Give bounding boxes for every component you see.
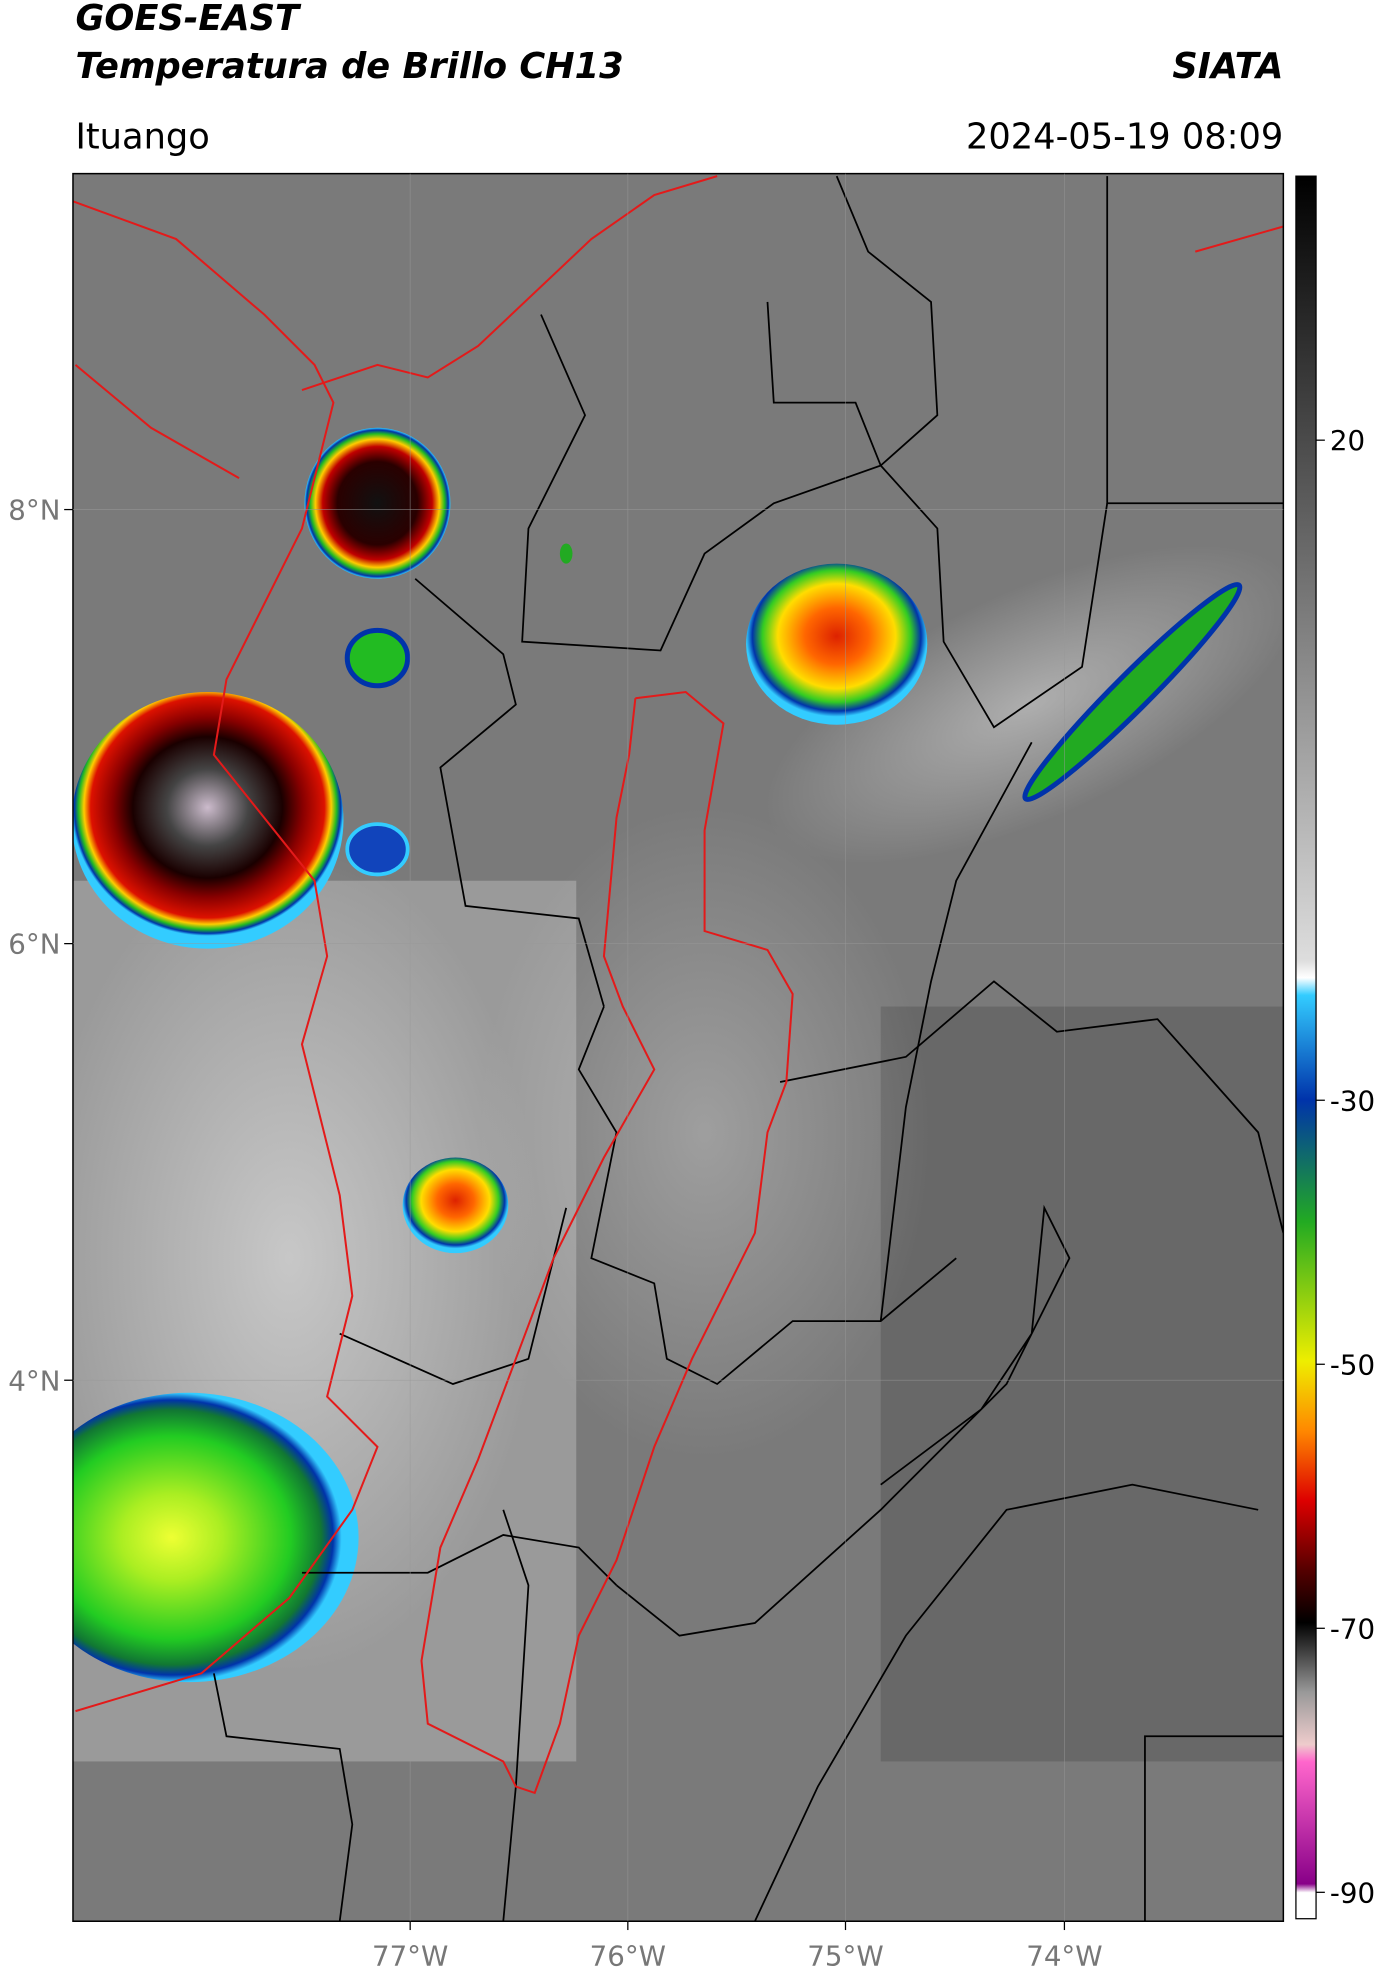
red-boundaries [72,175,1284,1795]
lon-label: 75°W [807,1939,883,1972]
timestamp: 2024-05-19 08:09 [966,116,1283,157]
convective-cell [304,427,451,579]
colorbar-tick-label: -30 [1330,1084,1375,1117]
lat-label: 6°N [8,928,60,961]
colorbar-ticks: 20 -30 -50 -70 -90 [1316,424,1375,1909]
lon-label: 74°W [1026,1939,1102,1972]
colorbar-tick-label: -90 [1330,1876,1375,1909]
lon-label: 76°W [590,1939,666,1972]
convective-cell [402,1157,509,1254]
colorbar [1295,175,1317,1920]
brand: SIATA [1172,46,1283,87]
lon-label: 77°W [372,1939,448,1972]
map-shade [880,1006,1284,1762]
convective-cell [559,543,573,564]
map-frame [72,172,1285,1922]
convective-cell [72,692,344,949]
location: Ituango [75,116,209,157]
cloud-halo [765,544,1284,865]
convective-band [1022,581,1243,802]
satellite: GOES-EAST [75,0,302,39]
product: Temperatura de Brillo CH13 [75,46,623,87]
cloud-halo [478,805,932,1460]
axes: 77°W 76°W 75°W 74°W 8°N 6°N 4°N [8,173,1284,1972]
colorbar-tick-label: 20 [1330,424,1365,457]
convective-cell [345,822,410,877]
convective-cell [344,627,411,689]
lat-label: 4°N [8,1364,60,1397]
colorbar-tick-label: -50 [1330,1348,1375,1381]
admin-borders [213,175,1284,1922]
convective-cell [72,1392,359,1683]
convective-cell [746,563,928,725]
lat-label: 8°N [8,494,60,527]
map [72,173,1284,1922]
colorbar-tick-label: -70 [1330,1612,1375,1645]
